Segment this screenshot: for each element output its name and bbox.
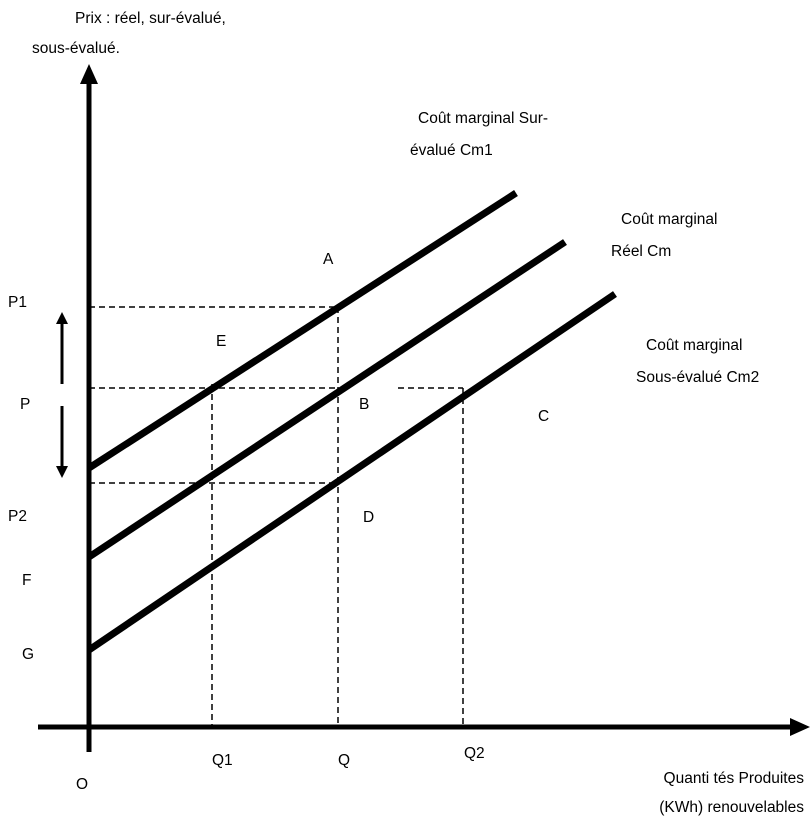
y-axis-label-line-2: sous-évalué.	[32, 40, 120, 57]
price-label-f: F	[22, 572, 31, 589]
curve-cm2-label-line-2: Sous-évalué Cm2	[636, 369, 759, 386]
point-label-d: D	[363, 509, 374, 526]
quantity-label-q: Q	[338, 752, 350, 769]
point-label-b: B	[359, 396, 369, 413]
quantity-label-q2: Q2	[464, 745, 485, 762]
y-axis-arrowhead	[80, 64, 98, 84]
price-label-g: G	[22, 646, 34, 663]
x-axis-label-line-2: (KWh) renouvelables	[659, 799, 804, 816]
origin-label: O	[76, 776, 88, 793]
curve-cm1-line	[87, 190, 518, 471]
curve-cm1-label-line-2: évalué Cm1	[410, 142, 493, 159]
price-label-p2: P2	[8, 508, 27, 525]
x-axis-arrowhead	[790, 718, 810, 736]
price-label-p1: P1	[8, 294, 27, 311]
point-label-c: C	[538, 408, 549, 425]
price-label-p: P	[20, 396, 30, 413]
curve-cm1-label-line-1: Coût marginal Sur-	[418, 110, 548, 127]
curve-cm-label-line-1: Coût marginal	[621, 211, 718, 228]
dashed-guides	[89, 306, 464, 727]
curve-cm-label-line-2: Réel Cm	[611, 243, 671, 260]
point-label-e: E	[216, 333, 226, 350]
x-axis-label-line-1: Quanti tés Produites	[664, 770, 805, 787]
y-axis-label-line-1: Prix : réel, sur-évalué,	[75, 10, 226, 27]
curve-cm-line	[87, 239, 567, 560]
quantity-label-q1: Q1	[212, 752, 233, 769]
curve-cm2-label-line-1: Coût marginal	[646, 337, 743, 354]
curve-cm2-line	[87, 291, 617, 653]
point-label-a: A	[323, 251, 334, 268]
